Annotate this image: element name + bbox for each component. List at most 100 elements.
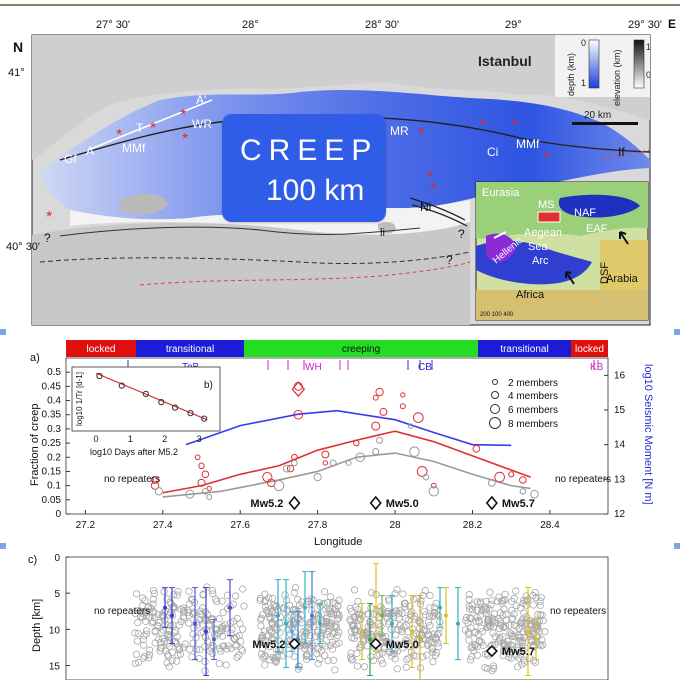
depth-point: [302, 642, 310, 650]
depth-point: [484, 613, 493, 621]
depth-point: [271, 616, 280, 624]
data-point-red: [197, 478, 206, 487]
selection-handle[interactable]: [0, 329, 6, 335]
depth-point: [387, 625, 395, 633]
depth-point: [500, 623, 508, 631]
depth-point: [335, 628, 343, 636]
y-tick-label: 0.5: [47, 367, 61, 378]
depth-point: [390, 612, 398, 620]
depth-point: [201, 657, 209, 666]
place-label-wr: WR: [192, 117, 212, 131]
depth-point: [326, 592, 335, 601]
depth-point: [151, 639, 159, 647]
panel-c-axes: 0 5 10 15: [49, 553, 70, 673]
depth-point: [142, 627, 151, 635]
depth-point: [197, 629, 205, 637]
depth-point: [462, 616, 470, 624]
depth-point: [428, 644, 436, 652]
depth-point: [221, 624, 230, 632]
depth-point: [131, 659, 139, 668]
earthquake-label: Mw5.7: [502, 498, 535, 510]
depth-point: [490, 610, 499, 618]
depth-point: [267, 627, 276, 635]
panel-c-quakes: Mw5.2 Mw5.0 Mw5.7: [252, 637, 535, 658]
depth-point: [324, 657, 332, 665]
depth-mean-point: [368, 637, 372, 642]
data-point-red: [198, 462, 205, 470]
legend-4-members: 4 members: [508, 391, 558, 402]
depth-point: [357, 615, 365, 623]
segment-label: transitional: [500, 344, 548, 355]
depth-point: [145, 651, 154, 659]
x-tick-label: 28: [390, 520, 402, 531]
depth-point: [429, 612, 437, 620]
depth-point: [307, 595, 315, 603]
depth-point: [195, 654, 203, 663]
selection-handle[interactable]: [674, 329, 680, 335]
depth-point: [347, 655, 356, 664]
depth-point: [149, 600, 157, 608]
data-point-red: [472, 444, 481, 453]
y-tick-label: 0.1: [47, 481, 61, 492]
data-point-red: [151, 475, 160, 484]
segment-locked: [66, 340, 136, 357]
depth-point: [335, 614, 343, 622]
earthquake-diamond-marker: [288, 637, 301, 650]
depth-point: [139, 594, 147, 602]
depth-point: [314, 612, 322, 620]
depth-point: [495, 593, 503, 601]
depth-point: [172, 657, 181, 665]
depth-point: [510, 594, 518, 603]
x-tick-label: 27.2: [76, 520, 96, 531]
depth-mean-point: [290, 629, 294, 634]
depth-point: [303, 597, 312, 605]
depth-point: [306, 644, 315, 652]
depth-point: [140, 641, 148, 649]
depth-point: [169, 621, 177, 629]
depth-point: [185, 600, 194, 608]
land-north: [32, 35, 650, 160]
legend-6-members: 6 members: [508, 405, 558, 416]
depth-point: [364, 623, 372, 631]
data-point-red: [400, 392, 406, 398]
depth-point: [334, 602, 342, 610]
depth-point: [290, 589, 298, 597]
depth-point: [284, 626, 292, 634]
y-tick-label: 0.45: [42, 381, 62, 392]
depth-point: [377, 622, 385, 630]
depth-point: [266, 656, 274, 664]
place-label-q1: ?: [44, 231, 51, 245]
data-point-gray: [291, 459, 298, 467]
depth-point: [196, 610, 205, 618]
depth-point: [390, 646, 398, 655]
y-tick-label: 15: [49, 662, 61, 673]
depth-point: [271, 608, 280, 617]
inset-africa: Africa: [516, 289, 545, 301]
depth-point: [317, 632, 326, 640]
inset-arrow-1: [565, 271, 575, 285]
data-point-gray: [202, 487, 209, 495]
data-point-red: [371, 421, 381, 431]
depth-point: [353, 649, 361, 657]
inset-arrow-2: [619, 231, 629, 245]
data-point-red: [286, 464, 295, 473]
depth-point: [346, 615, 354, 623]
elevation-tick-0: 0: [646, 70, 651, 80]
depth-point: [295, 662, 303, 670]
depth-point: [168, 648, 177, 656]
depth-mean-point: [444, 613, 448, 618]
no-repeaters-right-a: no repeaters: [555, 474, 611, 485]
creep-overlay-card: CREEP 100 km: [222, 114, 386, 222]
svg-text:*: *: [430, 181, 436, 198]
depth-point: [184, 608, 193, 617]
selection-handle[interactable]: [674, 543, 680, 549]
depth-point: [510, 610, 518, 618]
depth-point: [218, 632, 227, 640]
selection-handle[interactable]: [0, 543, 6, 549]
depth-point: [154, 622, 162, 630]
region-label: KB: [590, 362, 604, 373]
depth-tick-0: 0: [581, 38, 586, 48]
lat-tick-1: 41°: [8, 67, 25, 79]
depth-point: [292, 620, 300, 628]
depth-point: [203, 610, 212, 619]
